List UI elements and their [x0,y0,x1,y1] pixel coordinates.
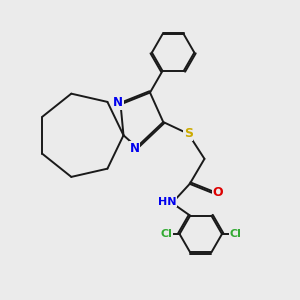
Text: Cl: Cl [160,229,172,239]
Text: N: N [129,142,140,155]
Text: S: S [184,127,193,140]
Text: HN: HN [158,196,177,206]
Text: Cl: Cl [229,229,241,239]
Text: N: N [113,96,123,110]
Text: O: O [212,186,223,199]
